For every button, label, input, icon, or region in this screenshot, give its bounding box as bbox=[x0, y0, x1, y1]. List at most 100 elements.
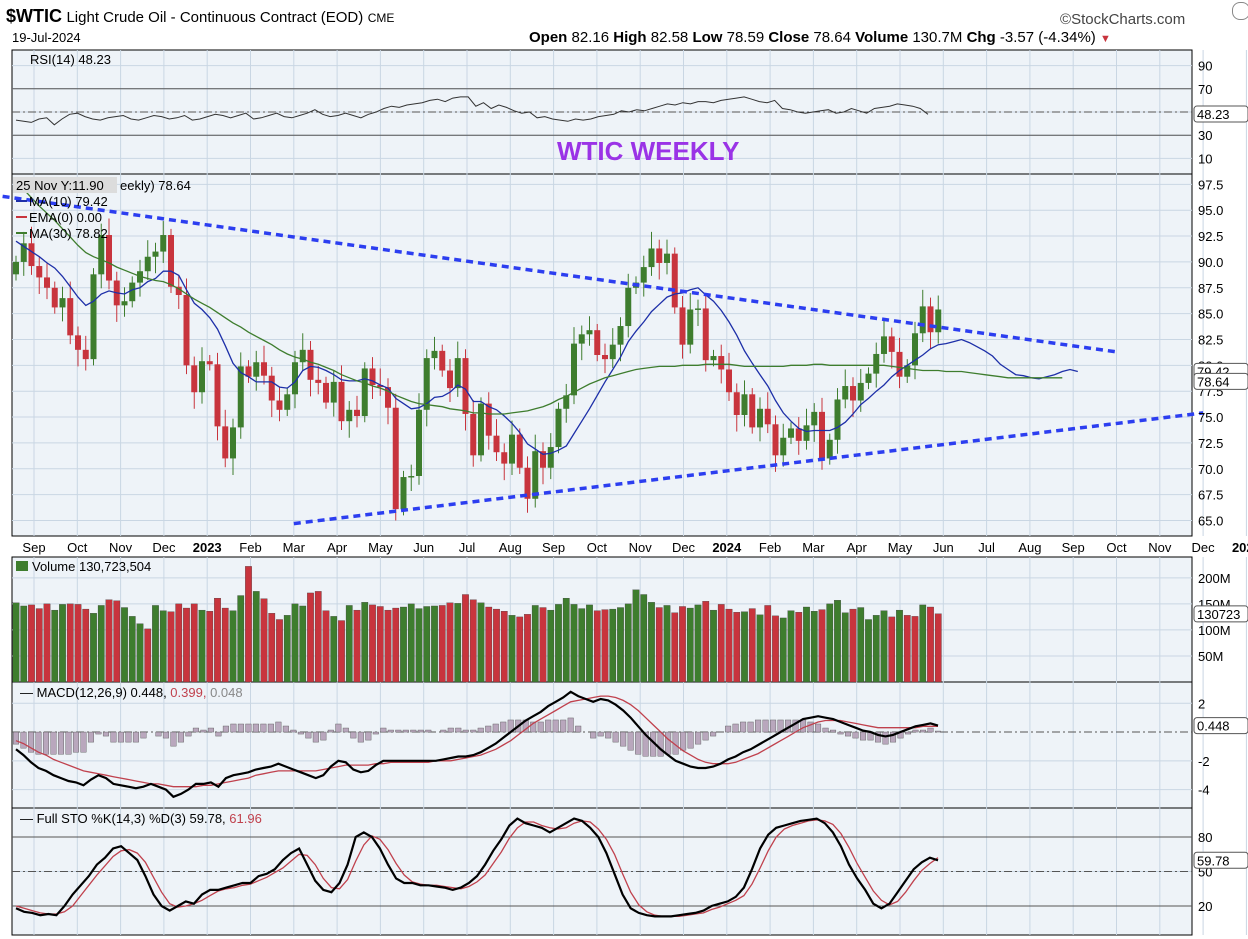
candle-down bbox=[501, 452, 508, 464]
volume-bar bbox=[531, 605, 539, 683]
macd-histogram-bar bbox=[710, 731, 717, 737]
price-y-tick: 97.5 bbox=[1198, 177, 1223, 192]
volume-bar bbox=[524, 614, 531, 683]
volume-bar bbox=[74, 604, 82, 683]
candle-down bbox=[726, 369, 732, 393]
macd-histogram-bar bbox=[665, 731, 672, 755]
volume-bar bbox=[570, 604, 578, 683]
macd-histogram-bar bbox=[740, 721, 747, 733]
x-tick-label: Aug bbox=[1018, 540, 1041, 555]
macd-histogram-bar bbox=[627, 731, 634, 751]
candle-down bbox=[927, 306, 934, 333]
volume-bar bbox=[431, 605, 438, 683]
volume-bar bbox=[562, 597, 570, 683]
macd-histogram-bar bbox=[882, 731, 889, 745]
candle-up bbox=[13, 261, 19, 275]
x-tick-label: Feb bbox=[759, 540, 781, 555]
macd-histogram-bar bbox=[560, 719, 567, 733]
rsi-y-tick: 70 bbox=[1198, 82, 1212, 97]
settings-corner-icon[interactable] bbox=[1232, 2, 1248, 20]
ema-legend: EMA(0) 0.00 bbox=[29, 210, 102, 225]
candle-down bbox=[168, 235, 174, 287]
macd-histogram-bar bbox=[102, 731, 109, 737]
close-value-tag-box bbox=[1193, 372, 1248, 390]
candle-up bbox=[710, 356, 717, 361]
candle-up bbox=[780, 437, 787, 456]
macd-histogram-bar bbox=[170, 731, 177, 747]
x-tick-label: Nov bbox=[1148, 540, 1172, 555]
candle-up bbox=[625, 287, 632, 327]
candle-up bbox=[873, 353, 880, 374]
macd-histogram-bar bbox=[162, 731, 169, 739]
volume-bar bbox=[446, 602, 454, 683]
macd-histogram-bar bbox=[72, 731, 79, 753]
macd-histogram-bar bbox=[312, 731, 319, 743]
candle-down bbox=[764, 408, 771, 425]
macd-histogram-bar bbox=[440, 729, 447, 733]
candle-up bbox=[20, 243, 27, 262]
volume-bar bbox=[872, 615, 880, 683]
volume-bar bbox=[206, 611, 214, 683]
volume-bar bbox=[609, 608, 617, 683]
macd-histogram-bar bbox=[447, 727, 454, 733]
macd-histogram-bar bbox=[290, 729, 297, 733]
candle-down bbox=[323, 382, 329, 403]
macd-histogram-bar bbox=[770, 719, 777, 733]
candle-up bbox=[741, 394, 748, 415]
candle-up bbox=[121, 301, 128, 306]
candle-up bbox=[919, 306, 926, 334]
rsi-y-tick: 90 bbox=[1198, 59, 1212, 74]
volume-bar bbox=[717, 604, 725, 683]
volume-bar bbox=[679, 606, 686, 683]
volume-bar bbox=[725, 608, 733, 683]
candle-up bbox=[346, 409, 353, 422]
volume-bar bbox=[268, 613, 276, 683]
volume-bar bbox=[919, 604, 927, 683]
volume-bar bbox=[152, 605, 159, 683]
candle-down bbox=[516, 434, 523, 468]
candle-down bbox=[245, 366, 252, 377]
volume-bar bbox=[578, 608, 586, 683]
candle-down bbox=[439, 350, 446, 371]
volume-bar bbox=[508, 615, 516, 683]
candle-down bbox=[175, 286, 182, 296]
candle-up bbox=[695, 308, 701, 310]
macd-histogram-bar bbox=[260, 723, 267, 733]
macd-histogram-bar bbox=[575, 725, 582, 733]
candle-down bbox=[702, 308, 709, 361]
candle-up bbox=[400, 477, 407, 510]
macd-histogram-bar bbox=[927, 727, 934, 733]
x-tick-label: Feb bbox=[239, 540, 261, 555]
macd-histogram-bar bbox=[95, 731, 102, 735]
volume-bar bbox=[353, 609, 361, 683]
volume-bar bbox=[438, 605, 446, 683]
candle-up bbox=[199, 361, 205, 393]
macd-histogram-bar bbox=[425, 729, 432, 733]
volume-bar bbox=[593, 610, 601, 683]
candle-up bbox=[757, 408, 763, 428]
annotation-title: WTIC WEEKLY bbox=[557, 136, 739, 166]
symbol-label[interactable]: $WTIC bbox=[6, 6, 62, 26]
macd-histogram-bar bbox=[357, 731, 364, 743]
volume-bar bbox=[307, 592, 314, 683]
x-tick-label: May bbox=[368, 540, 393, 555]
volume-bar bbox=[128, 616, 136, 683]
close-label: Close bbox=[768, 29, 810, 46]
volume-bar bbox=[144, 628, 152, 683]
macd-histogram-bar bbox=[860, 731, 867, 741]
volume-bar bbox=[82, 608, 90, 683]
copyright-icon: © bbox=[1060, 11, 1072, 28]
macd-histogram-bar bbox=[117, 731, 124, 743]
macd-histogram-bar bbox=[365, 731, 372, 741]
candle-down bbox=[369, 368, 376, 385]
candle-down bbox=[795, 428, 802, 441]
candle-down bbox=[214, 364, 221, 427]
candle-up bbox=[555, 408, 562, 448]
volume-bar bbox=[903, 615, 911, 683]
volume-bar bbox=[214, 597, 221, 683]
volume-bar bbox=[369, 604, 376, 683]
volume-icon bbox=[16, 561, 28, 571]
low-label: Low bbox=[692, 29, 723, 46]
candle-up bbox=[617, 326, 624, 345]
candle-up bbox=[912, 333, 918, 366]
